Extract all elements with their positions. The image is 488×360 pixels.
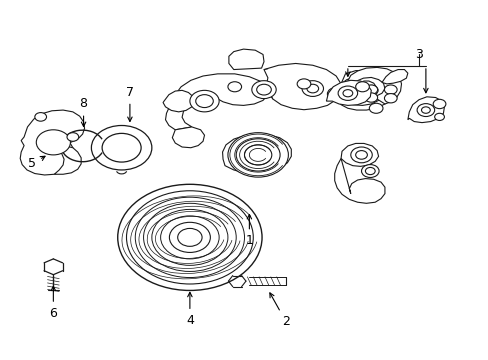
- Circle shape: [227, 82, 241, 92]
- Polygon shape: [54, 146, 81, 174]
- Circle shape: [330, 90, 340, 98]
- Text: 8: 8: [80, 98, 87, 126]
- Circle shape: [337, 86, 357, 100]
- Text: 7: 7: [125, 86, 134, 121]
- Circle shape: [251, 81, 276, 99]
- Circle shape: [256, 84, 271, 95]
- Circle shape: [384, 85, 396, 94]
- Polygon shape: [334, 158, 384, 203]
- Text: 2: 2: [269, 293, 289, 328]
- Circle shape: [384, 94, 396, 103]
- Circle shape: [227, 133, 288, 177]
- Circle shape: [365, 167, 374, 175]
- Polygon shape: [340, 143, 378, 166]
- Polygon shape: [381, 69, 407, 84]
- Polygon shape: [20, 110, 84, 175]
- Text: 5: 5: [28, 156, 45, 170]
- Circle shape: [244, 145, 271, 165]
- Circle shape: [361, 165, 378, 177]
- Polygon shape: [407, 97, 444, 123]
- Circle shape: [355, 82, 368, 92]
- Polygon shape: [326, 80, 370, 105]
- Circle shape: [67, 133, 79, 141]
- Circle shape: [434, 113, 444, 121]
- Circle shape: [302, 81, 323, 96]
- Circle shape: [327, 87, 344, 100]
- Polygon shape: [165, 74, 267, 130]
- Circle shape: [364, 85, 377, 95]
- Circle shape: [368, 103, 382, 113]
- Circle shape: [342, 90, 352, 97]
- Circle shape: [91, 126, 152, 170]
- Circle shape: [421, 107, 429, 113]
- Polygon shape: [347, 67, 401, 104]
- Circle shape: [416, 104, 434, 117]
- Circle shape: [35, 113, 46, 121]
- Circle shape: [306, 84, 318, 93]
- Polygon shape: [335, 70, 392, 110]
- Text: 3: 3: [414, 48, 422, 61]
- Circle shape: [355, 150, 366, 159]
- Circle shape: [350, 147, 371, 163]
- Circle shape: [236, 139, 280, 171]
- Circle shape: [169, 222, 210, 252]
- Polygon shape: [264, 63, 340, 110]
- Circle shape: [189, 90, 219, 112]
- Circle shape: [364, 85, 377, 94]
- Circle shape: [36, 130, 70, 155]
- Polygon shape: [163, 90, 194, 112]
- Polygon shape: [172, 127, 204, 148]
- Circle shape: [102, 134, 141, 162]
- Circle shape: [364, 93, 377, 102]
- Circle shape: [297, 79, 310, 89]
- Text: 4: 4: [185, 292, 193, 327]
- Circle shape: [177, 228, 202, 246]
- Polygon shape: [228, 49, 264, 69]
- Circle shape: [432, 99, 445, 109]
- Polygon shape: [222, 134, 291, 174]
- Text: 6: 6: [49, 286, 57, 320]
- Text: 1: 1: [245, 215, 253, 247]
- Circle shape: [195, 95, 213, 108]
